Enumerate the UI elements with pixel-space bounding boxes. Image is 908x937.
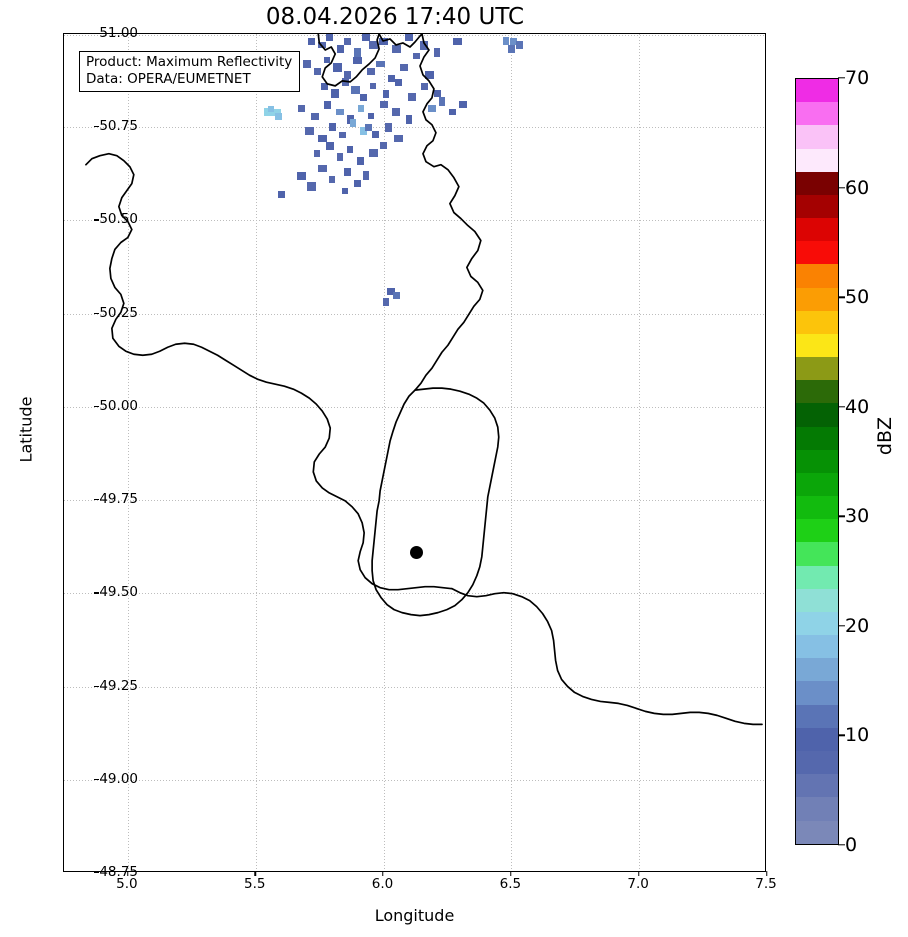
info-product-line: Product: Maximum Reflectivity — [86, 54, 292, 71]
colorbar-tick-mark — [838, 516, 845, 517]
colorbar-band — [796, 681, 838, 704]
x-tick-label: 7.0 — [627, 876, 648, 892]
colorbar-tick-label: 70 — [845, 67, 869, 89]
y-tick-label: 49.00 — [99, 771, 138, 787]
colorbar-band — [796, 172, 838, 195]
x-axis-label: Longitude — [63, 906, 766, 925]
colorbar-band — [796, 728, 838, 751]
colorbar-band — [796, 566, 838, 589]
y-tick-label: 50.25 — [99, 305, 138, 321]
y-tick-label: 50.50 — [99, 211, 138, 227]
colorbar-band — [796, 542, 838, 565]
colorbar-tick-label: 0 — [845, 834, 857, 856]
colorbar-tick-label: 10 — [845, 724, 869, 746]
x-tick-mark — [510, 871, 511, 876]
x-tick-label: 5.5 — [244, 876, 265, 892]
colorbar-tick-mark — [838, 844, 845, 845]
colorbar-band — [796, 612, 838, 635]
x-tick-label: 7.5 — [755, 876, 776, 892]
y-tick-label: 51.00 — [99, 25, 138, 41]
colorbar-tick-mark — [838, 735, 845, 736]
colorbar-band — [796, 427, 838, 450]
colorbar-band — [796, 311, 838, 334]
y-tick-label: 50.75 — [99, 118, 138, 134]
colorbar-tick-mark — [838, 625, 845, 626]
colorbar-band — [796, 496, 838, 519]
colorbar-band — [796, 403, 838, 426]
colorbar-band — [796, 589, 838, 612]
colorbar-band — [796, 519, 838, 542]
x-tick-mark — [255, 871, 256, 876]
x-tick-label: 6.0 — [372, 876, 393, 892]
colorbar-band — [796, 195, 838, 218]
colorbar-band — [796, 450, 838, 473]
x-tick-mark — [127, 871, 128, 876]
y-tick-mark — [94, 499, 99, 500]
y-tick-mark — [94, 779, 99, 780]
colorbar-tick-label: 20 — [845, 615, 869, 637]
colorbar-band — [796, 334, 838, 357]
colorbar-tick-label: 30 — [845, 505, 869, 527]
y-tick-label: 50.00 — [99, 398, 138, 414]
colorbar[interactable] — [795, 78, 839, 845]
colorbar-band — [796, 635, 838, 658]
x-tick-mark — [766, 871, 767, 876]
y-tick-mark — [94, 313, 99, 314]
colorbar-tick-mark — [838, 77, 845, 78]
colorbar-band — [796, 149, 838, 172]
y-tick-mark — [94, 33, 99, 34]
y-tick-mark — [94, 219, 99, 220]
colorbar-band — [796, 774, 838, 797]
colorbar-tick-label: 50 — [845, 286, 869, 308]
colorbar-band — [796, 357, 838, 380]
radar-map-figure: 08.04.2026 17:40 UTC — [0, 0, 908, 937]
colorbar-band — [796, 125, 838, 148]
y-tick-mark — [94, 592, 99, 593]
colorbar-tick-mark — [838, 187, 845, 188]
colorbar-band — [796, 751, 838, 774]
colorbar-band — [796, 218, 838, 241]
colorbar-band — [796, 288, 838, 311]
colorbar-band — [796, 241, 838, 264]
y-tick-mark — [94, 126, 99, 127]
x-tick-mark — [638, 871, 639, 876]
y-tick-mark — [94, 872, 99, 873]
x-tick-mark — [383, 871, 384, 876]
y-tick-mark — [94, 406, 99, 407]
map-plot-area[interactable]: Product: Maximum Reflectivity Data: OPER… — [63, 33, 766, 872]
colorbar-band — [796, 658, 838, 681]
y-tick-label: 49.25 — [99, 678, 138, 694]
colorbar-band — [796, 264, 838, 287]
y-tick-label: 49.75 — [99, 491, 138, 507]
colorbar-band — [796, 102, 838, 125]
country-borders — [64, 34, 765, 871]
y-axis-label: Latitude — [17, 360, 36, 500]
colorbar-tick-label: 40 — [845, 396, 869, 418]
info-legend-box: Product: Maximum Reflectivity Data: OPER… — [79, 51, 300, 92]
colorbar-band — [796, 797, 838, 820]
info-data-line: Data: OPERA/EUMETNET — [86, 71, 292, 88]
colorbar-band — [796, 380, 838, 403]
y-tick-mark — [94, 686, 99, 687]
x-tick-label: 5.0 — [116, 876, 137, 892]
colorbar-tick-label: 60 — [845, 177, 869, 199]
colorbar-label: dBZ — [874, 381, 896, 491]
colorbar-tick-mark — [838, 296, 845, 297]
x-tick-label: 6.5 — [500, 876, 521, 892]
station-marker[interactable] — [410, 546, 423, 559]
colorbar-band — [796, 705, 838, 728]
colorbar-tick-mark — [838, 406, 845, 407]
colorbar-band — [796, 473, 838, 496]
y-tick-label: 49.50 — [99, 584, 138, 600]
colorbar-band — [796, 79, 838, 102]
colorbar-band — [796, 821, 838, 844]
